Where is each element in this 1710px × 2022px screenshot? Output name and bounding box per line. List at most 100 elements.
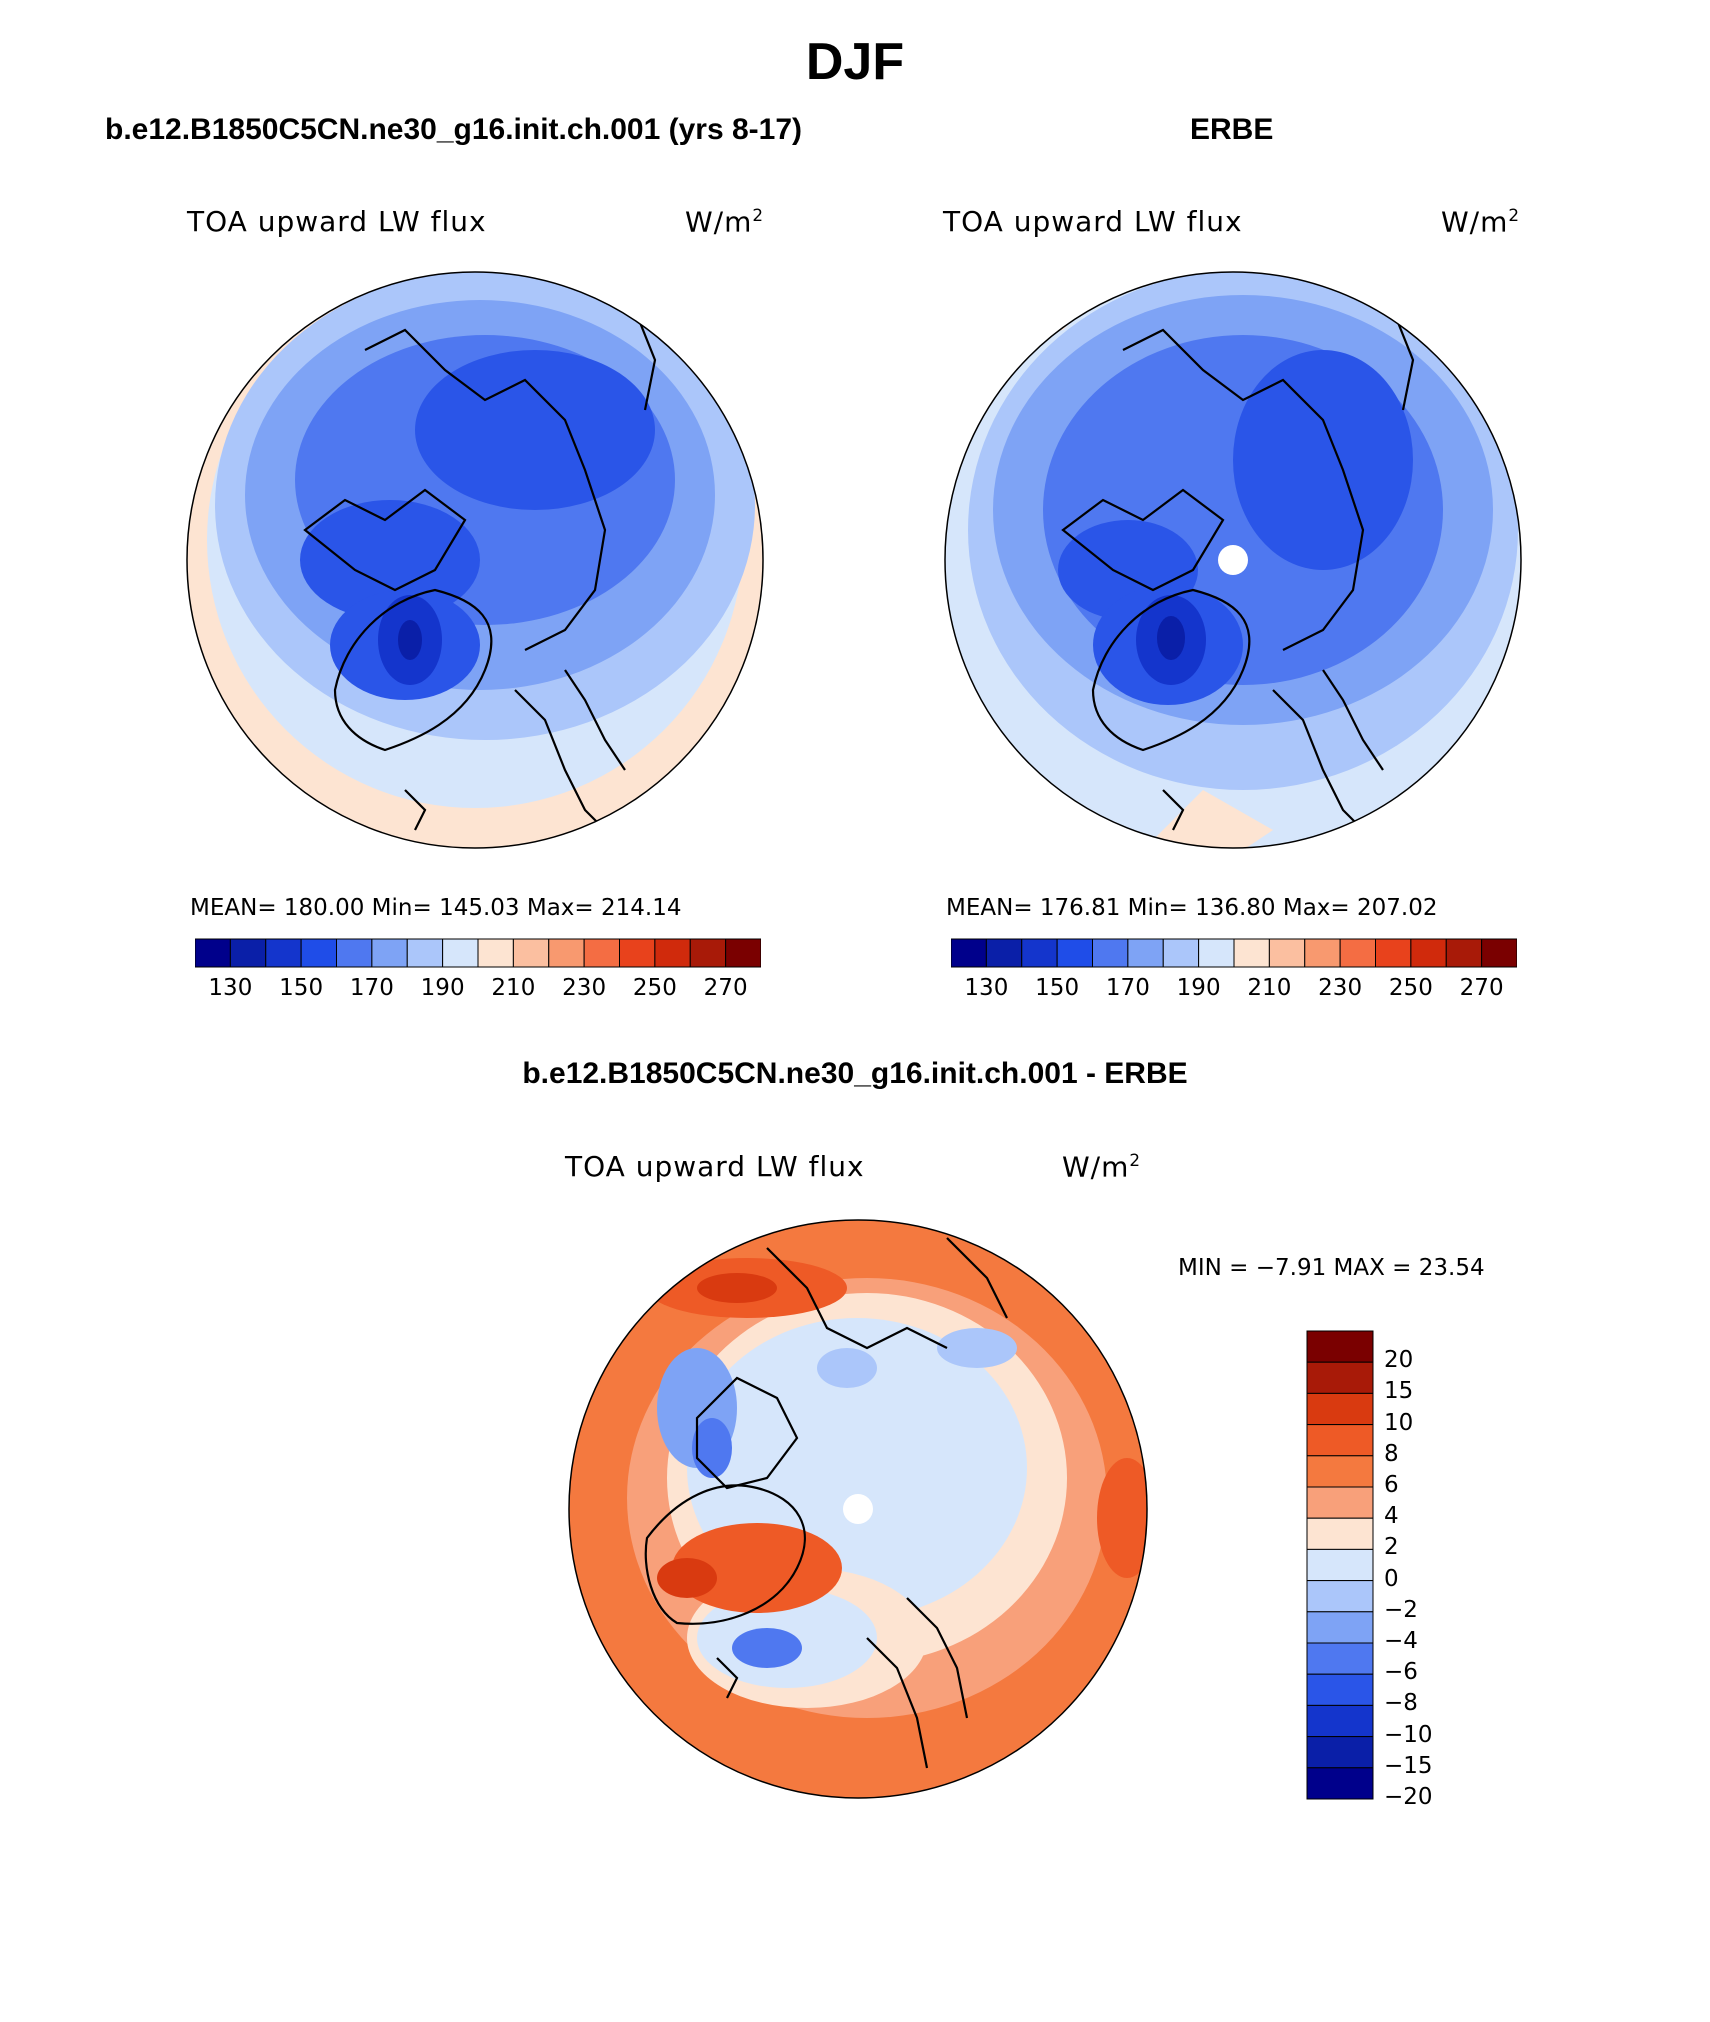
colorbar-swatch <box>619 938 656 968</box>
colorbar-swatch <box>1306 1642 1374 1675</box>
colorbar-swatch <box>1410 938 1447 968</box>
colorbar-tick-label: 6 <box>1384 1472 1399 1498</box>
colorbar-swatch <box>1306 1767 1374 1800</box>
panel-diff-variable: TOA upward LW flux <box>565 1150 865 1183</box>
figure-title: DJF <box>805 33 905 91</box>
colorbar-tick-label: 130 <box>208 975 253 1001</box>
colorbar-swatch <box>442 938 479 968</box>
colorbar-tick-label: −6 <box>1384 1659 1418 1686</box>
panel-obs-colorbar-labels: 130 150 170 190 210 230 250 270 <box>951 975 1517 1005</box>
panel-model-stats: MEAN= 180.00 Min= 145.03 Max= 214.14 <box>190 895 682 921</box>
colorbar-swatch <box>654 938 691 968</box>
colorbar-swatch <box>195 938 231 968</box>
colorbar-swatch <box>371 938 408 968</box>
colorbar-tick-label: 170 <box>349 975 394 1001</box>
panel-obs-map <box>944 271 1522 849</box>
colorbar-swatch <box>1306 1392 1374 1426</box>
colorbar-tick-label: 190 <box>1176 975 1221 1001</box>
colorbar-swatch <box>951 938 987 968</box>
colorbar-swatch <box>1481 938 1517 968</box>
colorbar-swatch <box>265 938 302 968</box>
colorbar-swatch <box>985 938 1023 968</box>
colorbar-swatch <box>1021 938 1058 968</box>
colorbar-swatch <box>477 938 514 968</box>
colorbar-tick-label: −2 <box>1384 1596 1418 1623</box>
colorbar-tick-label: 0 <box>1384 1565 1399 1592</box>
colorbar-tick-label: 190 <box>420 975 465 1001</box>
colorbar-swatch <box>1127 938 1164 968</box>
panel-obs-colorbar <box>951 938 1517 968</box>
colorbar-swatch <box>1306 1611 1374 1644</box>
colorbar-swatch <box>1306 1704 1374 1738</box>
panel-model-map <box>186 271 764 849</box>
colorbar-swatch <box>1056 938 1093 968</box>
colorbar-swatch <box>1198 938 1235 968</box>
colorbar-swatch <box>1306 1736 1374 1769</box>
panel-diff-header: b.e12.B1850C5CN.ne30_g16.init.ch.001 - E… <box>522 1057 1188 1090</box>
panel-diff-map <box>568 1219 1148 1799</box>
colorbar-swatch <box>1445 938 1483 968</box>
colorbar-swatch <box>1306 1548 1374 1582</box>
panel-obs-units: W/m2 <box>1441 205 1521 239</box>
colorbar-tick-label: 210 <box>491 975 536 1001</box>
colorbar-tick-label: −20 <box>1384 1784 1433 1810</box>
colorbar-swatch <box>689 938 727 968</box>
colorbar-swatch <box>1306 1517 1374 1550</box>
colorbar-tick-label: 270 <box>1459 975 1504 1001</box>
panel-diff-colorbar <box>1306 1330 1374 1800</box>
colorbar-swatch <box>406 938 444 968</box>
colorbar-tick-label: −4 <box>1384 1628 1418 1654</box>
panel-model-header: b.e12.B1850C5CN.ne30_g16.init.ch.001 (yr… <box>105 113 803 146</box>
colorbar-tick-label: 230 <box>1318 975 1363 1001</box>
colorbar-tick-label: 8 <box>1384 1440 1399 1467</box>
panel-model-colorbar <box>195 938 761 968</box>
colorbar-swatch <box>1339 938 1376 968</box>
colorbar-tick-label: 15 <box>1384 1378 1414 1405</box>
colorbar-swatch <box>1268 938 1306 968</box>
colorbar-swatch <box>1306 1455 1374 1488</box>
colorbar-swatch <box>1306 1361 1374 1394</box>
colorbar-swatch <box>336 938 373 968</box>
colorbar-swatch <box>300 938 337 968</box>
colorbar-swatch <box>1306 1424 1374 1457</box>
colorbar-swatch <box>1306 1486 1374 1519</box>
colorbar-tick-label: −8 <box>1384 1690 1418 1717</box>
colorbar-swatch <box>512 938 550 968</box>
panel-model-variable: TOA upward LW flux <box>187 205 487 238</box>
colorbar-swatch <box>725 938 761 968</box>
colorbar-swatch <box>1233 938 1270 968</box>
colorbar-swatch <box>1306 1330 1374 1363</box>
colorbar-tick-label: 150 <box>279 975 324 1001</box>
colorbar-swatch <box>1304 938 1341 968</box>
colorbar-tick-label: 2 <box>1384 1534 1399 1561</box>
panel-diff-colorbar-labels: 20 15 10 8 6 4 2 0 −2 −4 −6 −8 −10 −15 −20 <box>1384 1330 1464 1810</box>
colorbar-swatch <box>229 938 267 968</box>
panel-diff-units: W/m2 <box>1062 1150 1142 1184</box>
colorbar-swatch <box>1375 938 1412 968</box>
colorbar-tick-label: −10 <box>1384 1721 1433 1748</box>
colorbar-swatch <box>583 938 620 968</box>
colorbar-tick-label: 10 <box>1384 1409 1414 1436</box>
colorbar-swatch <box>1162 938 1200 968</box>
colorbar-tick-label: 20 <box>1384 1347 1414 1374</box>
panel-obs-variable: TOA upward LW flux <box>943 205 1243 238</box>
colorbar-tick-label: −15 <box>1384 1752 1433 1779</box>
panel-model-units: W/m2 <box>685 205 765 239</box>
colorbar-swatch <box>1306 1673 1374 1706</box>
colorbar-tick-label: 150 <box>1035 975 1080 1001</box>
colorbar-tick-label: 130 <box>964 975 1009 1001</box>
panel-obs-header: ERBE <box>1190 113 1274 146</box>
panel-model-colorbar-labels: 130 150 170 190 210 230 250 270 <box>195 975 761 1005</box>
colorbar-tick-label: 210 <box>1247 975 1292 1001</box>
colorbar-swatch <box>548 938 585 968</box>
colorbar-tick-label: 250 <box>1388 975 1433 1001</box>
colorbar-tick-label: 270 <box>703 975 748 1001</box>
colorbar-tick-label: 250 <box>632 975 677 1001</box>
colorbar-tick-label: 4 <box>1384 1503 1399 1530</box>
colorbar-tick-label: 170 <box>1105 975 1150 1001</box>
colorbar-tick-label: 230 <box>562 975 607 1001</box>
panel-diff-stats: MIN = −7.91 MAX = 23.54 <box>1178 1255 1485 1281</box>
colorbar-swatch <box>1092 938 1129 968</box>
colorbar-swatch <box>1306 1580 1374 1613</box>
panel-obs-stats: MEAN= 176.81 Min= 136.80 Max= 207.02 <box>946 895 1438 921</box>
